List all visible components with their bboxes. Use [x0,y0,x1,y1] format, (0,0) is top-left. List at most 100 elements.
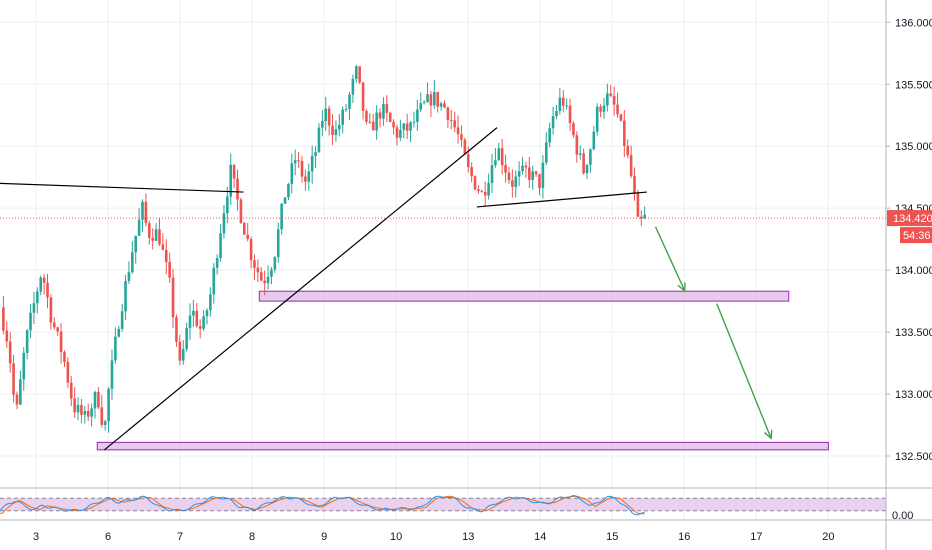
candle-body [626,145,630,156]
candle-body [280,203,283,230]
candle-body [443,103,446,108]
candle-body [327,108,331,126]
candle-body [480,191,484,193]
trendline-1[interactable] [0,182,244,193]
last-price-tag-box [887,210,932,227]
candle-body [195,310,199,327]
candle-body [124,280,127,312]
support-zone-2[interactable] [96,441,829,451]
candle-body [83,411,87,415]
time-tick-label: 15 [606,531,618,543]
price-tick-label: 135.500 [895,79,932,91]
candle-body [12,363,15,395]
candle-body [365,110,368,122]
candle-body [246,234,249,240]
candle-body [310,155,314,172]
candle-body [185,327,188,350]
trendline-2[interactable] [104,127,498,451]
candle-body [127,272,131,281]
candle-body [161,244,165,250]
candle-body [385,103,389,113]
candle-body [585,164,589,174]
candle-body [324,108,328,122]
candle-body [304,176,307,182]
candle-body [273,257,277,270]
candle-body [290,163,294,184]
candle-body [144,201,148,224]
time-tick-label: 10 [390,531,402,543]
candle-body [477,189,480,192]
candle-body [175,317,178,342]
candle-body [555,111,558,117]
candle-body [354,66,358,79]
price-axis[interactable]: 136.000135.500135.000134.500134.000133.5… [885,0,932,550]
candle-body [531,171,535,180]
candle-body [232,164,236,179]
candle-body [409,122,412,131]
candle-body [93,392,97,409]
candle-body [439,103,443,107]
candle-body [561,97,565,106]
candle-body [382,103,385,119]
time-tick-label: 14 [534,531,546,543]
candle-body [103,421,107,425]
candle-body [117,328,121,337]
candle-body [120,311,124,329]
candle-body [110,360,114,389]
candle-body [276,229,280,258]
candle-body [46,282,49,298]
candle-body [541,162,545,189]
candle-body [449,119,453,121]
candle-body [429,94,433,106]
candle-body [307,171,311,182]
candle-body [426,94,429,103]
candle-body [412,121,416,123]
candle-body [215,257,219,268]
candle-body [538,174,541,189]
candle-body [164,249,168,263]
candle-body [344,109,348,111]
time-tick-label: 13 [462,531,474,543]
time-tick-label: 17 [750,531,762,543]
oscillator-scale-label: 0.00 [892,510,913,522]
candle-body [565,105,568,107]
candle-body [168,262,171,278]
candle-body [36,291,39,304]
candle-body [548,128,551,143]
candle-body [466,154,470,168]
candle-body [19,379,22,405]
candle-body [595,106,599,132]
candle-body [158,229,161,245]
candle-body [517,171,521,177]
candle-body [137,219,141,236]
candle-body [378,112,382,119]
candle-body [15,394,19,405]
candle-body [511,180,514,187]
arrow-1[interactable] [654,226,684,290]
trendline-3[interactable] [476,191,647,208]
candle-body [361,82,365,111]
price-tick-label: 135.000 [895,141,932,153]
candle-body [507,172,511,181]
candle-body [297,160,300,162]
candle-body [599,106,602,112]
arrow-2[interactable] [716,303,771,438]
candle-body [5,330,9,342]
candle-body [551,116,555,129]
candle-body [249,239,253,261]
candle-body [73,398,76,413]
candle-body [147,223,151,238]
candle-body [66,361,70,383]
candle-body [222,213,226,234]
time-tick-label: 3 [33,531,39,543]
candle-body [592,131,596,150]
time-axis[interactable]: 3 6 7 8 9 10 13 14 15 16 17 20 [33,531,835,543]
price-tick-label: 136.000 [895,17,932,29]
candle-body [32,303,36,313]
support-zone-1[interactable] [258,290,790,302]
candle-body [76,405,80,413]
candle-body [528,167,531,180]
candle-body [181,349,185,361]
candle-body [198,326,202,329]
